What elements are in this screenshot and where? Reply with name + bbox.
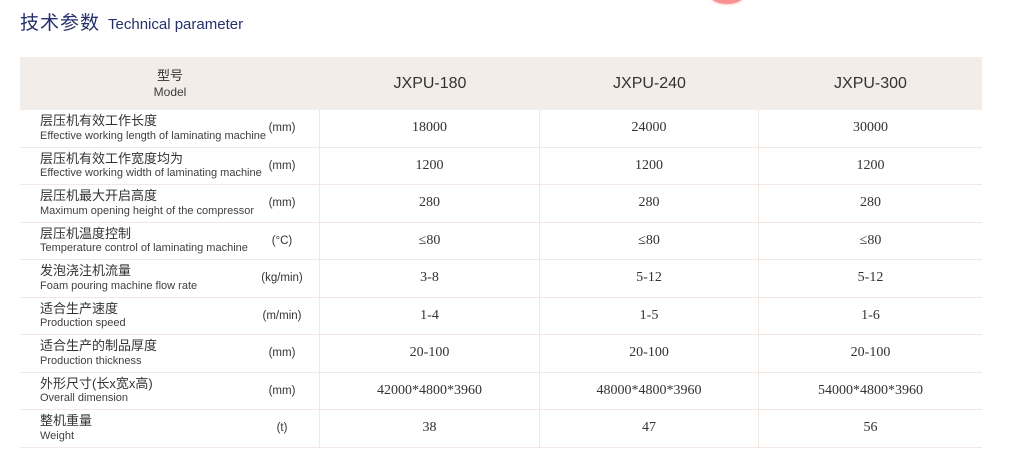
param-value-jxpu-240: 5-12: [540, 260, 759, 297]
param-label-zh: 层压机最大开启高度: [40, 188, 158, 204]
page-title: 技术参数 Technical parameter: [20, 8, 243, 35]
param-value-jxpu-180: 18000: [320, 110, 540, 147]
param-unit: (°C): [245, 222, 320, 259]
param-value-jxpu-240: 48000*4800*3960: [540, 372, 759, 409]
param-value-jxpu-300: 54000*4800*3960: [818, 382, 923, 398]
param-label-zh: 适合生产的制品厚度: [40, 338, 158, 354]
page-title-en: Technical parameter: [108, 16, 244, 33]
column-header-jxpu-300: JXPU-300: [834, 74, 907, 92]
param-label-cell: 发泡浇注机流量 Foam pouring machine flow rate: [20, 260, 245, 297]
param-unit: (mm): [245, 335, 320, 372]
param-unit: (mm): [245, 147, 320, 184]
model-header-zh: 型号: [156, 67, 183, 83]
table-row: 发泡浇注机流量 Foam pouring machine flow rate (kg…: [20, 260, 982, 298]
param-value-jxpu-240: 20-100: [540, 335, 759, 372]
param-value-jxpu-240: ≤80: [540, 222, 759, 259]
param-value-jxpu-240: 1200: [540, 147, 759, 184]
param-value-jxpu-300: 1200: [856, 157, 885, 173]
param-unit: (kg/min): [245, 260, 320, 297]
param-label-en: Temperature control of laminating machin…: [40, 242, 248, 254]
table-row: 整机重量 Weight (t) 38 47 56: [20, 410, 982, 448]
param-label-zh: 整机重量: [40, 413, 93, 429]
param-unit: (m/min): [245, 297, 320, 334]
param-label-en: Maximum opening height of the compressor: [40, 204, 254, 217]
model-header-cell: 型号 Model: [20, 67, 320, 101]
param-value-jxpu-180: 38: [320, 410, 540, 447]
param-value-jxpu-180: 20-100: [320, 335, 540, 372]
param-value-jxpu-180: ≤80: [320, 222, 540, 259]
notification-badge: [711, 0, 743, 4]
page-title-zh: 技术参数: [20, 13, 101, 34]
param-label-zh: 层压机温度控制: [40, 225, 132, 241]
param-label-zh: 外形尺寸(长x宽x高): [40, 375, 153, 391]
technical-parameter-table: 型号 Model JXPU-180 JXPU-240 JXPU-300 层压机有…: [20, 57, 982, 448]
param-label-cell: 层压机温度控制 Temperature control of laminating…: [20, 223, 248, 260]
param-value-jxpu-180: 42000*4800*3960: [320, 372, 540, 409]
param-label-en: Overall dimension: [40, 392, 129, 404]
table-row: 外形尺寸(长x宽x高) Overall dimension (mm) 42000*48…: [20, 372, 982, 410]
param-value-jxpu-180: 1200: [320, 147, 540, 184]
param-label-en: Effective working width of laminating ma…: [40, 167, 262, 179]
param-value-jxpu-240: 1-5: [540, 297, 759, 334]
param-label-zh: 适合生产速度: [40, 300, 119, 316]
param-value-jxpu-300: 30000: [853, 120, 888, 136]
param-label-en: Production thickness: [40, 354, 142, 367]
param-label-en: Weight: [40, 429, 75, 442]
param-value-jxpu-300: 20-100: [850, 345, 891, 361]
param-label-en: Effective working length of laminating m…: [40, 129, 267, 142]
param-label-en: Foam pouring machine flow rate: [40, 279, 198, 292]
param-label-zh: 层压机有效工作长度: [40, 113, 158, 129]
param-value-jxpu-180: 3-8: [320, 260, 540, 297]
param-label-cell: 适合生产速度 Production speed: [20, 298, 245, 335]
table-row: 层压机有效工作长度 Effective working length of lam…: [20, 110, 982, 148]
table-row: 层压机温度控制 Temperature control of laminating…: [20, 222, 982, 260]
param-value-jxpu-300: 56: [863, 420, 878, 436]
param-value-jxpu-300: ≤80: [859, 232, 882, 248]
table-row: 层压机最大开启高度 Maximum opening height of the c…: [20, 185, 982, 223]
param-value-jxpu-300: 1-6: [861, 307, 880, 323]
param-label-cell: 层压机最大开启高度 Maximum opening height of the c…: [20, 185, 254, 222]
param-label-cell: 整机重量 Weight: [20, 410, 245, 447]
column-header-jxpu-240: JXPU-240: [613, 74, 686, 92]
param-label-cell: 外形尺寸(长x宽x高) Overall dimension: [20, 373, 245, 410]
table-row: 层压机有效工作宽度均为 Effective working width of la…: [20, 147, 982, 185]
param-unit: (mm): [245, 110, 320, 147]
param-value-jxpu-300: 5-12: [857, 270, 884, 286]
param-unit: (mm): [245, 185, 320, 222]
table-row: 适合生产的制品厚度 Production thickness (mm) 20-100 2…: [20, 335, 982, 373]
param-value-jxpu-240: 24000: [540, 110, 759, 147]
param-value-jxpu-240: 47: [540, 410, 759, 447]
param-unit: (t): [245, 410, 320, 447]
param-label-cell: 适合生产的制品厚度 Production thickness: [20, 335, 245, 372]
column-header-jxpu-180: JXPU-180: [393, 74, 467, 92]
table-row: 适合生产速度 Production speed (m/min) 1-4 1-5 1-6: [20, 297, 982, 335]
param-unit: (mm): [245, 372, 320, 409]
param-value-jxpu-180: 280: [320, 185, 540, 222]
param-value-jxpu-180: 1-4: [320, 297, 540, 334]
param-label-cell: 层压机有效工作宽度均为 Effective working width of la…: [20, 148, 262, 185]
table-header-row: 型号 Model JXPU-180 JXPU-240 JXPU-300: [20, 57, 982, 110]
param-label-zh: 发泡浇注机流量: [40, 263, 132, 279]
param-label-en: Production speed: [40, 317, 126, 329]
param-value-jxpu-300: 280: [860, 195, 881, 211]
param-label-cell: 层压机有效工作长度 Effective working length of lam…: [20, 110, 266, 147]
model-header-en: Model: [153, 85, 187, 100]
param-value-jxpu-240: 280: [540, 185, 759, 222]
param-label-zh: 层压机有效工作宽度均为: [40, 150, 184, 166]
table-body: 层压机有效工作长度 Effective working length of lam…: [20, 110, 982, 448]
